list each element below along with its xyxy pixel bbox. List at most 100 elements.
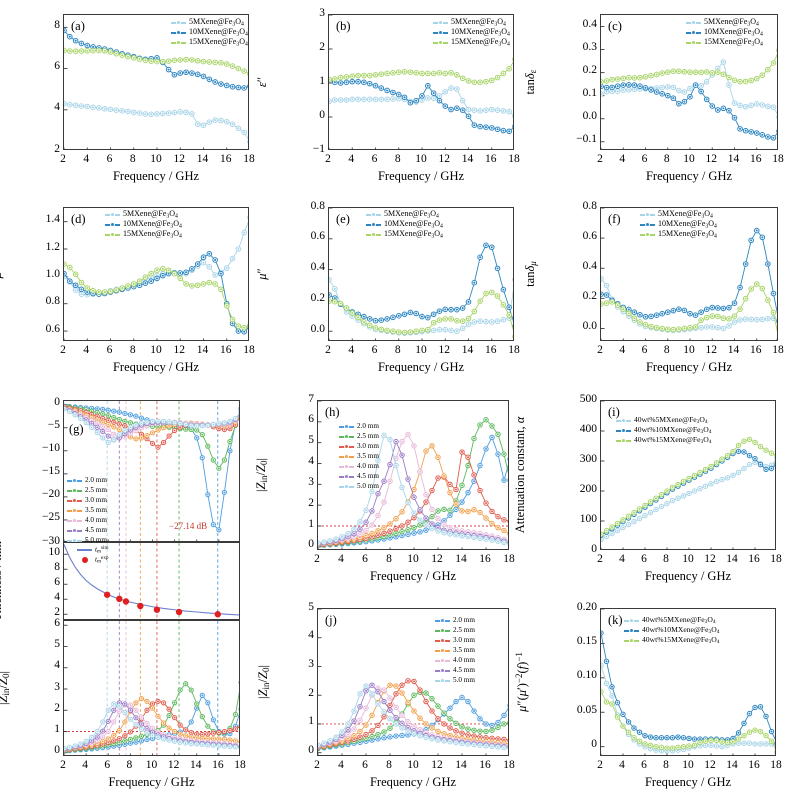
legend-label: 5MXene@Fe3O4 — [451, 17, 506, 28]
data-point-core — [601, 277, 603, 280]
data-point-core — [473, 281, 476, 284]
data-point-core — [693, 490, 696, 492]
y-axis-label: Attenuation constant, α — [513, 416, 527, 534]
legend-item[interactable]: 4.0 mm — [67, 516, 107, 526]
legend-item[interactable]: 10MXene@Fe3O4 — [686, 27, 763, 38]
chart-svg-c — [601, 26, 777, 149]
data-point-core — [616, 701, 619, 704]
legend-item[interactable]: 3.5 mm — [67, 506, 107, 516]
legend-item[interactable]: 5MXene@Fe3O4 — [366, 209, 443, 220]
legend-item[interactable]: 40wt%10MXene@Fe3O4 — [624, 625, 719, 636]
data-point-core — [223, 738, 226, 741]
legend-item[interactable]: 5MXene@Fe3O4 — [686, 17, 763, 28]
legend-item[interactable]: 2.5 mm — [67, 486, 107, 496]
data-point-core — [682, 736, 685, 739]
legend-item[interactable]: 5.0 mm — [435, 676, 475, 686]
legend-item[interactable]: 3.5 mm — [339, 452, 379, 462]
data-point-core — [415, 99, 418, 102]
data-point-core — [134, 709, 137, 712]
y-tick-label: −20 — [42, 488, 60, 501]
data-point — [238, 413, 239, 417]
legend-item[interactable]: 5MXene@Fe3O4 — [433, 17, 510, 28]
legend-item[interactable]: 10MXene@Fe3O4 — [105, 219, 182, 230]
legend-item[interactable]: 5MXene@Fe3O4 — [171, 17, 248, 28]
data-point-core — [601, 664, 602, 667]
legend-j: 2.0 mm 2.5 mm 3.0 mm 3.5 mm 4.0 mm 4.5 mm 5.0 … — [435, 616, 475, 686]
legend-item[interactable]: 2.0 mm — [67, 476, 107, 486]
data-point-core — [644, 86, 647, 89]
legend-item[interactable]: 15MXene@Fe3O4 — [171, 37, 248, 48]
chart-svg-a — [64, 26, 248, 149]
data-point-core — [716, 67, 719, 70]
data-point-core — [123, 702, 126, 705]
series-t50 — [318, 432, 508, 546]
data-point-core — [508, 306, 511, 309]
data-point-core — [68, 35, 71, 38]
legend-item[interactable]: 2.0 mm — [435, 616, 475, 626]
data-point-core — [150, 276, 153, 279]
data-point-core — [96, 736, 99, 738]
legend-item[interactable]: tmsim — [77, 545, 109, 555]
legend-item[interactable]: 10MXene@Fe3O4 — [433, 27, 510, 38]
legend-item[interactable]: 40wt%15MXene@Fe3O4 — [616, 435, 711, 446]
legend-item[interactable]: 15MXene@Fe3O4 — [640, 229, 717, 240]
data-point-core — [123, 711, 126, 714]
legend-item[interactable]: 15MXene@Fe3O4 — [366, 229, 443, 240]
data-point-core — [179, 741, 182, 744]
legend-item[interactable]: 2.5 mm — [339, 432, 379, 442]
data-point-core — [185, 111, 188, 114]
experimental-thickness-point — [175, 608, 183, 616]
legend-item[interactable]: 10MXene@Fe3O4 — [366, 219, 443, 230]
legend-item[interactable]: 3.0 mm — [339, 442, 379, 452]
legend-item[interactable]: 3.0 mm — [435, 636, 475, 646]
x-tick-label: 6 — [371, 344, 378, 356]
data-point-core — [401, 534, 403, 537]
legend-item[interactable]: 3.5 mm — [435, 646, 475, 656]
y-tick-label: 3 — [319, 6, 325, 19]
legend-item[interactable]: 15MXene@Fe3O4 — [105, 229, 182, 240]
legend-item[interactable]: 5.0 mm — [339, 482, 379, 492]
x-tick-label: 18 — [243, 153, 255, 165]
data-point-core — [167, 68, 170, 71]
legend-item[interactable]: 5MXene@Fe3O4 — [105, 209, 182, 220]
data-point-core — [112, 410, 115, 413]
data-point-core — [693, 744, 696, 747]
legend-item[interactable]: 10MXene@Fe3O4 — [171, 27, 248, 38]
legend-item[interactable]: 15MXene@Fe3O4 — [433, 37, 510, 48]
data-point-core — [96, 418, 99, 421]
data-point-core — [190, 284, 193, 287]
x-tick-label: 4 — [83, 344, 90, 356]
legend-item[interactable]: 2.0 mm — [339, 422, 379, 432]
data-point-core — [140, 697, 143, 700]
legend-item[interactable]: 40wt%5MXene@Fe3O4 — [624, 615, 719, 626]
data-point-core — [101, 425, 104, 428]
data-point-core — [754, 457, 756, 460]
legend-item[interactable]: 4.5 mm — [67, 526, 107, 536]
legend-swatch — [433, 19, 448, 27]
data-point-core — [437, 526, 439, 529]
legend-item[interactable]: 3.0 mm — [67, 496, 107, 506]
data-point-core — [661, 92, 664, 95]
legend-item[interactable]: 4.0 mm — [435, 656, 475, 666]
data-point-core — [761, 133, 764, 136]
legend-item[interactable]: 40wt%5MXene@Fe3O4 — [616, 415, 711, 426]
data-point-core — [161, 60, 164, 63]
series-t50 — [64, 406, 239, 446]
legend-item[interactable]: tmexp — [77, 555, 109, 565]
x-tick-label: 16 — [485, 344, 497, 356]
legend-item[interactable]: 40wt%10MXene@Fe3O4 — [616, 425, 711, 436]
data-point-core — [443, 531, 445, 534]
data-point-core — [622, 526, 624, 529]
data-point-core — [627, 515, 630, 518]
data-point-core — [341, 535, 343, 538]
legend-item[interactable]: 15MXene@Fe3O4 — [686, 37, 763, 48]
legend-item[interactable]: 4.5 mm — [435, 666, 475, 676]
legend-item[interactable]: 4.5 mm — [339, 472, 379, 482]
panel-label-b: (b) — [336, 19, 351, 33]
legend-item[interactable]: 10MXene@Fe3O4 — [640, 219, 717, 230]
legend-item[interactable]: 4.0 mm — [339, 462, 379, 472]
legend-item[interactable]: 5MXene@Fe3O4 — [640, 209, 717, 220]
legend-item[interactable]: 40wt%15MXene@Fe3O4 — [624, 635, 719, 646]
data-point-core — [68, 746, 71, 749]
legend-item[interactable]: 2.5 mm — [435, 626, 475, 636]
